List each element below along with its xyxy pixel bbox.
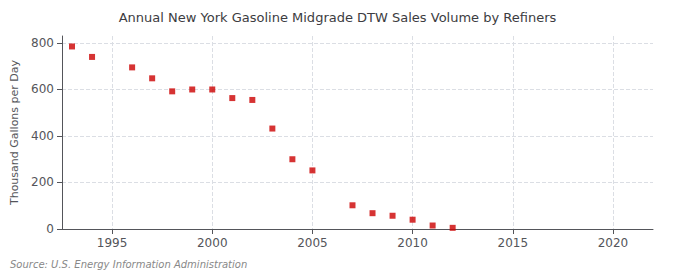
svg-text:Thousand Gallons per Day: Thousand Gallons per Day bbox=[8, 59, 21, 206]
svg-text:0: 0 bbox=[46, 222, 54, 236]
svg-text:2020: 2020 bbox=[598, 236, 629, 250]
svg-text:2005: 2005 bbox=[297, 236, 328, 250]
svg-text:2015: 2015 bbox=[497, 236, 528, 250]
svg-text:200: 200 bbox=[31, 175, 54, 189]
svg-text:2010: 2010 bbox=[397, 236, 428, 250]
svg-text:600: 600 bbox=[31, 82, 54, 96]
svg-text:2000: 2000 bbox=[197, 236, 228, 250]
svg-text:1995: 1995 bbox=[97, 236, 128, 250]
svg-text:Annual New York Gasoline Midgr: Annual New York Gasoline Midgrade DTW Sa… bbox=[119, 10, 557, 25]
svg-text:400: 400 bbox=[31, 129, 54, 143]
svg-text:800: 800 bbox=[31, 36, 54, 50]
svg-text:Source: U.S. Energy Informatio: Source: U.S. Energy Information Administ… bbox=[10, 259, 247, 270]
